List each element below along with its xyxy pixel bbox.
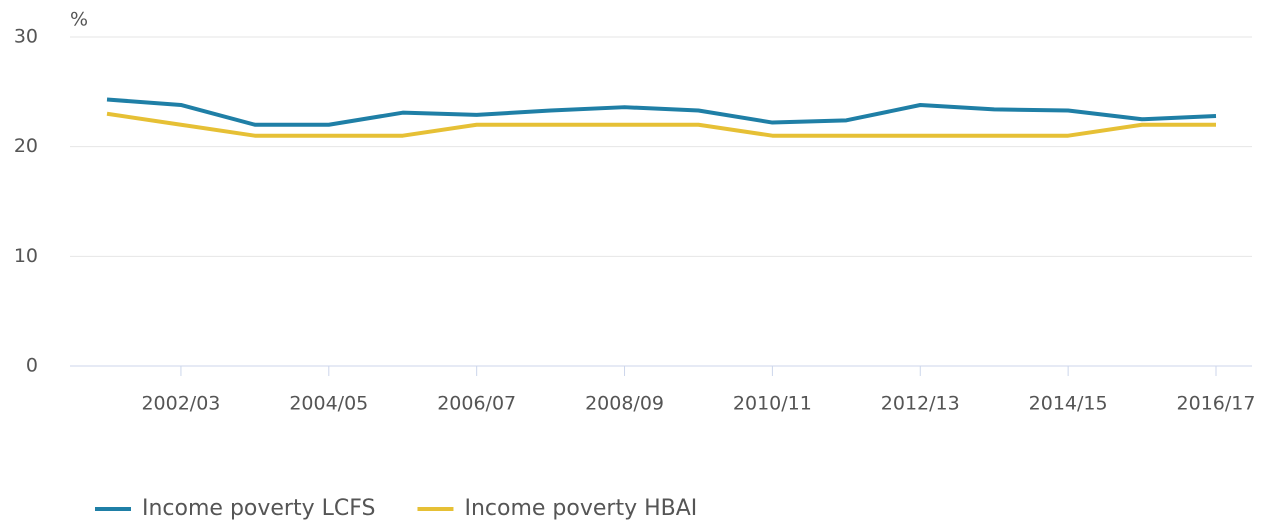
x-tick-label: 2016/17 xyxy=(1177,393,1256,415)
legend-label: Income poverty LCFS xyxy=(142,496,375,521)
y-tick-label: 20 xyxy=(14,135,38,157)
x-tick-label: 2004/05 xyxy=(289,393,368,415)
line xyxy=(106,111,1216,138)
x-tick-label: 2008/09 xyxy=(585,393,664,415)
legend-label: Income poverty HBAI xyxy=(464,496,697,521)
x-tick-label: 2002/03 xyxy=(141,393,220,415)
y-tick-label: 30 xyxy=(14,26,38,48)
x-tick-label: 2014/15 xyxy=(1029,393,1108,415)
x-tick-label: 2010/11 xyxy=(733,393,812,415)
y-axis-label: % xyxy=(70,9,88,31)
y-tick-label: 10 xyxy=(14,245,38,267)
x-tick-label: 2012/13 xyxy=(881,393,960,415)
y-tick-label: 0 xyxy=(26,355,38,377)
line xyxy=(106,97,1217,127)
x-tick-label: 2006/07 xyxy=(437,393,516,415)
